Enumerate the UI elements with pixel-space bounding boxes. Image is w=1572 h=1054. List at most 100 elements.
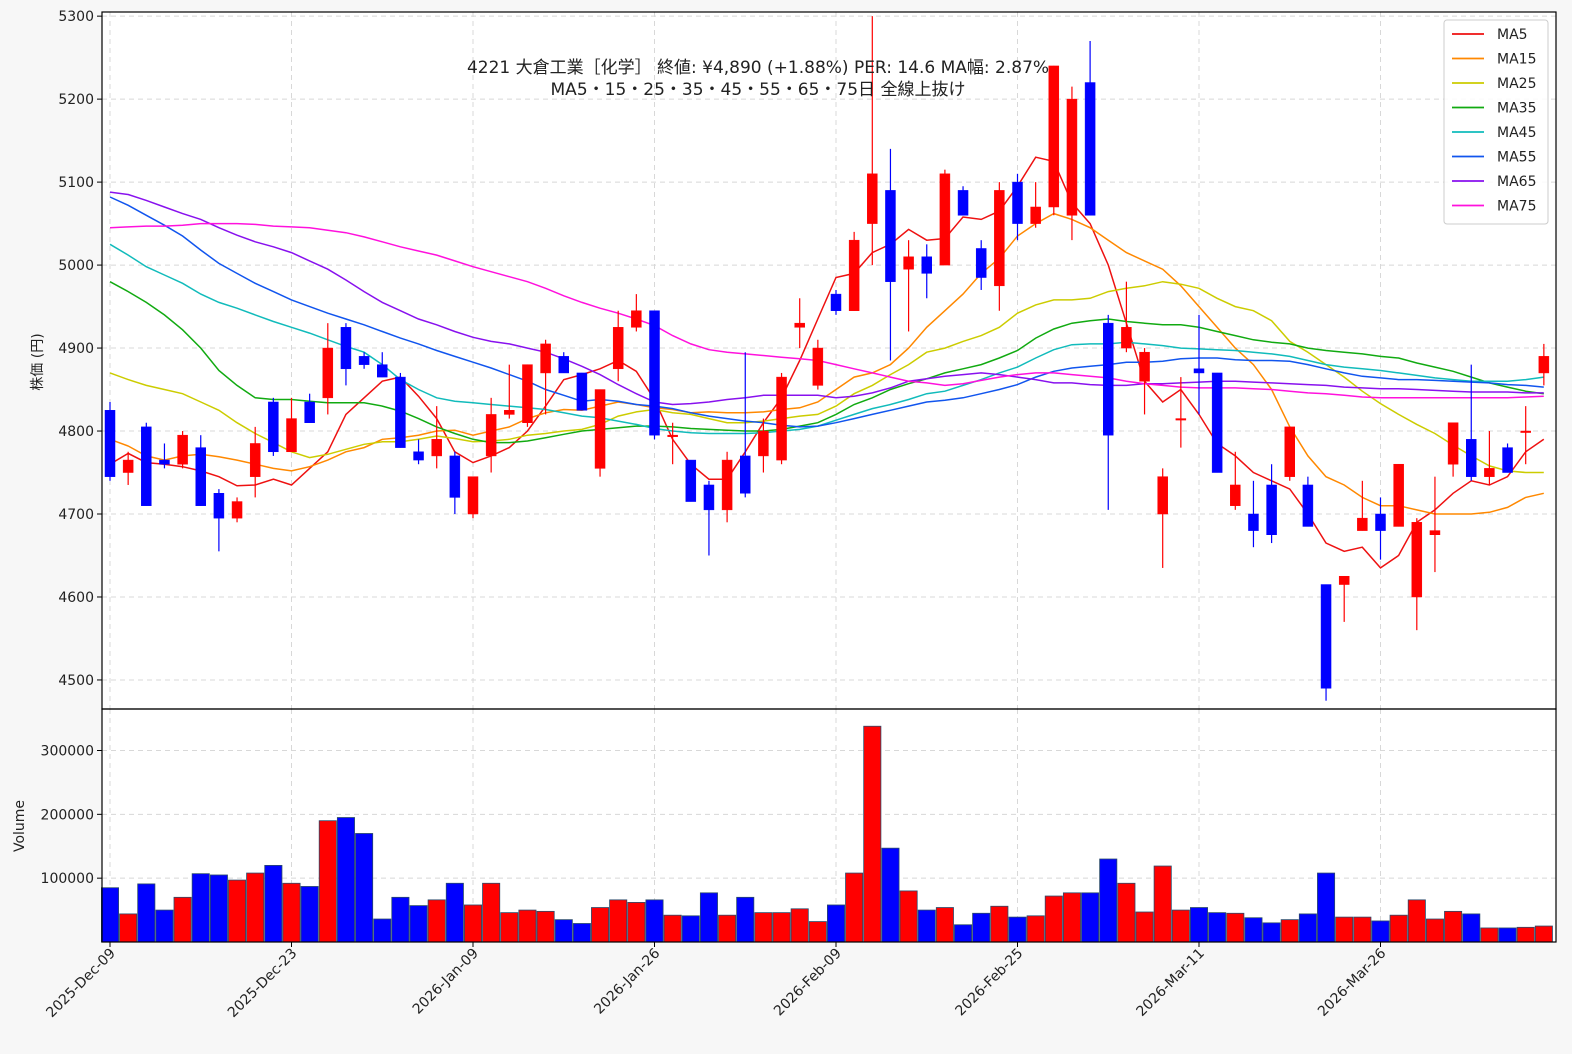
candle-body <box>740 455 751 494</box>
candle-body <box>268 401 279 453</box>
candle-body <box>159 459 170 465</box>
volume-bar <box>518 909 537 943</box>
chart-title: 4221 大倉工業［化学］ 終値: ¥4,890 (+1.88%) PER: 1… <box>467 58 1049 78</box>
price-tick-label: 4600 <box>58 590 94 606</box>
candle <box>1393 463 1404 527</box>
candle <box>758 418 769 473</box>
candle-body <box>1538 356 1550 374</box>
candle <box>921 244 932 299</box>
volume-bar <box>881 847 900 943</box>
volume-bar <box>500 912 519 943</box>
candle <box>249 426 261 498</box>
volume-bar <box>609 899 628 943</box>
candle <box>939 169 951 266</box>
candle-body <box>612 327 624 370</box>
candle-body <box>104 410 116 477</box>
candle-body <box>1066 98 1078 216</box>
chart-subtitle: MA5・15・25・35・45・55・65・75日 全線上抜け <box>551 80 966 100</box>
candle-body <box>1230 484 1241 506</box>
volume-bar <box>772 912 791 943</box>
candle <box>994 182 1005 311</box>
price-tick-label: 5000 <box>58 258 94 274</box>
candle-body <box>1193 368 1205 374</box>
volume-tick-label: 100000 <box>41 871 94 887</box>
volume-bar <box>754 912 773 943</box>
candle <box>449 451 461 515</box>
candle-body <box>122 459 134 473</box>
candle <box>685 459 697 502</box>
candle <box>1429 476 1441 573</box>
volume-bar <box>736 896 755 943</box>
candle-body <box>830 293 842 311</box>
candle <box>286 397 297 453</box>
volume-bar <box>554 919 573 943</box>
candle-body <box>358 356 370 365</box>
volume-bar <box>990 905 1009 943</box>
candle <box>213 489 225 552</box>
legend-label: MA65 <box>1497 174 1536 190</box>
candle-body <box>848 239 860 311</box>
candle <box>322 323 334 415</box>
candle-body <box>576 372 588 411</box>
candle-body <box>885 190 896 282</box>
legend-label: MA5 <box>1497 27 1528 43</box>
volume-bar <box>536 910 555 943</box>
candle <box>1484 431 1495 485</box>
candle-body <box>776 376 787 461</box>
volume-bar <box>935 907 954 943</box>
volume-bar <box>409 905 428 943</box>
candle-body <box>195 447 206 506</box>
volume-bar <box>1280 919 1299 943</box>
volume-bar <box>373 918 392 943</box>
volume-tick-label: 300000 <box>41 743 94 759</box>
candle-body <box>975 248 987 278</box>
candle <box>612 310 624 382</box>
candle-body <box>1084 82 1096 216</box>
candle <box>1230 451 1241 510</box>
candle <box>104 401 116 481</box>
volume-bar <box>1298 913 1317 943</box>
price-tick-label: 4700 <box>58 507 94 523</box>
candle <box>268 397 279 456</box>
candle-body <box>1048 65 1060 208</box>
volume-bar <box>1425 918 1444 943</box>
candle-body <box>485 414 497 457</box>
volume-bar <box>264 864 283 943</box>
ma-line-ma15 <box>109 212 1544 515</box>
volume-bar <box>482 882 501 943</box>
volume-bar <box>119 913 138 943</box>
candle <box>395 372 406 448</box>
candle <box>231 497 243 523</box>
candle-body <box>322 347 334 399</box>
candle-body <box>957 190 969 216</box>
candle <box>1502 443 1513 473</box>
candle-body <box>1284 426 1295 477</box>
volume-bar <box>1026 915 1045 943</box>
candle-body <box>1466 439 1477 477</box>
candle <box>794 298 805 349</box>
volume-bar <box>1081 892 1100 943</box>
candle <box>703 480 715 556</box>
volume-bar <box>1135 911 1154 943</box>
candle-body <box>721 459 733 511</box>
candle-body <box>141 426 152 506</box>
price-panel <box>102 12 1556 709</box>
volume-bar <box>1480 927 1499 943</box>
volume-bar <box>191 873 210 943</box>
volume-bar <box>681 915 700 943</box>
volume-bar <box>1317 872 1336 943</box>
legend: MA5 MA15 MA25 MA35 MA45 MA55 MA65 MA75 <box>1443 19 1549 225</box>
candle-body <box>1375 513 1386 531</box>
candle-body <box>467 476 479 515</box>
candle-body <box>413 451 424 461</box>
candle <box>1357 480 1368 531</box>
volume-bar <box>1117 882 1136 943</box>
candle <box>522 364 533 427</box>
candle-body <box>1520 430 1531 433</box>
candle <box>1048 65 1060 216</box>
volume-bar <box>1190 907 1209 943</box>
candle-body <box>685 459 697 502</box>
candle-body <box>1157 476 1168 515</box>
ma-line-ma55 <box>109 196 1544 428</box>
